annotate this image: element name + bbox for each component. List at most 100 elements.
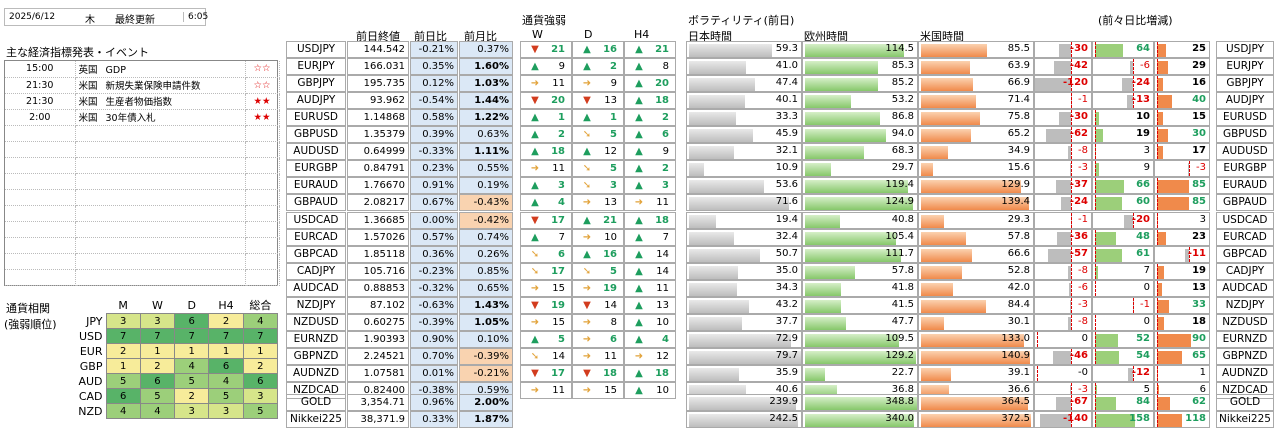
vol-diff-bar: [1157, 316, 1164, 330]
pair-name-right: NZDUSD: [1216, 313, 1274, 331]
vol-us-bar: [921, 214, 944, 228]
vol-eu-value: 109.5: [885, 332, 914, 344]
vol-diff-value: -0: [1078, 366, 1088, 378]
vol-jp-bar: [689, 214, 717, 228]
strength-arrow-icon: ▼: [583, 299, 591, 311]
strength-arrow-icon: ▲: [635, 316, 643, 328]
vol-diff-value: -46: [1069, 349, 1088, 361]
vol-eu-bar: [805, 333, 900, 347]
vol-eu-bar: [805, 112, 880, 126]
pair-name: USDJPY: [286, 41, 346, 58]
vol-diff-zero-line: [1157, 178, 1158, 194]
vol-diff-value: 33: [1192, 298, 1206, 310]
vol-diff-zero-line: [1037, 365, 1038, 381]
vol-us-bar: [921, 282, 954, 296]
corr-rank: 3: [242, 388, 279, 404]
strength-rank: 13: [604, 95, 617, 107]
strength-rank: 13: [656, 299, 669, 311]
vol-diff-cell: -12: [1092, 364, 1154, 382]
vol-us: 66.9: [918, 75, 1034, 93]
strength-rank: 9: [610, 78, 617, 90]
vol-diff-zero-line: [1071, 127, 1072, 143]
pair-name-right: EURGBP: [1216, 160, 1274, 178]
vol-eu-bar: [805, 265, 855, 279]
event-time: [5, 173, 76, 190]
vol-diff-cell: -140: [1034, 411, 1092, 428]
vol-us-value: 75.8: [1007, 111, 1030, 123]
vol-eu: 41.8: [802, 279, 918, 297]
strength-cell: ➘ 5: [572, 262, 624, 280]
vol-eu-value: 85.3: [891, 60, 914, 72]
vol-diff-value: -3: [1196, 162, 1206, 174]
month-change: 2.00%: [459, 394, 513, 411]
vol-diff-bar: [1157, 44, 1167, 57]
vol-eu-value: 53.2: [891, 94, 914, 106]
vol-eu-bar: [805, 129, 886, 143]
vol-diff-zero-line: [1095, 42, 1096, 57]
vol-eu: 86.8: [802, 109, 918, 127]
day-change: -0.54%: [410, 92, 458, 110]
month-change: -0.42%: [459, 211, 513, 229]
vol-eu: 114.5: [802, 41, 918, 58]
strength-rank: 11: [656, 282, 669, 294]
event-row: [5, 205, 280, 222]
strength-cell: ➜ 11: [572, 347, 624, 365]
vol-diff-zero-line: [1157, 76, 1158, 92]
vol-us-bar: [921, 299, 987, 313]
vol-diff-cell: 29: [1154, 58, 1210, 76]
strength-cell: ▲ 1: [520, 109, 572, 127]
vol-eu: 22.7: [802, 364, 918, 382]
vol-jp-value: 35.0: [775, 264, 798, 276]
vol-jp-bar: [689, 248, 760, 262]
strength-rank: 4: [558, 197, 565, 209]
strength-rank: 1: [610, 112, 617, 124]
corr-ccy: JPY: [86, 314, 103, 328]
event-importance: ☆☆: [245, 61, 280, 78]
vol-diff-zero-line: [1189, 246, 1190, 262]
vol-diff-zero-line: [1071, 144, 1072, 160]
strength-rank: 3: [558, 180, 565, 192]
strength-cell: ➜ 13: [572, 194, 624, 212]
vol-diff-cell: 84: [1092, 394, 1154, 411]
strength-rank: 2: [662, 163, 669, 175]
vol-jp: 47.4: [686, 75, 802, 93]
vol-us: 42.0: [918, 279, 1034, 297]
correlation-table: M W D H4 総合 JPY 3 3 6 2 4 USD 7 7 7 7 7 EUR 2 1 1 1 1 GBP 1 2 4 6 2 A…: [76, 297, 279, 419]
corr-col-header: H4: [218, 298, 234, 312]
vol-us-bar: [921, 316, 945, 330]
strength-cell: ▲ 14: [624, 262, 676, 280]
strength-arrow-icon: ➜: [530, 316, 540, 328]
vol-diff-zero-line: [1157, 127, 1158, 143]
vol-us: 29.3: [918, 211, 1034, 229]
vol-diff-bar: [1157, 385, 1160, 398]
vol-diff-bar: [1157, 333, 1191, 347]
strength-arrow-icon: ➘: [530, 248, 540, 260]
vol-diff-cell: 52: [1092, 330, 1154, 348]
pair-name: GBPAUD: [286, 194, 346, 212]
event-importance: ☆☆: [245, 77, 280, 94]
event-name: 米国 生産者物価指数: [75, 93, 246, 110]
vol-jp: 40.1: [686, 92, 802, 110]
day-change: -0.23%: [410, 262, 458, 280]
strength-cell: ▲ 1: [572, 109, 624, 127]
pair-name: NZDUSD: [286, 313, 346, 331]
vol-diff-value: 18: [1192, 315, 1206, 327]
vol-us-value: 85.5: [1007, 43, 1030, 54]
vol-diff-cell: 65: [1154, 347, 1210, 365]
vol-diff-bar: [1067, 316, 1071, 330]
vol-us-bar: [921, 146, 948, 160]
vol-us: 372.5: [918, 411, 1034, 428]
vol-diff-value: 3: [1143, 145, 1150, 157]
vol-eu-bar: [805, 163, 831, 177]
strength-arrow-icon: ▲: [635, 180, 643, 192]
vol-jp-value: 10.9: [775, 162, 798, 174]
vol-jp: 10.9: [686, 160, 802, 178]
day-change: -0.32%: [410, 279, 458, 297]
strength-arrow-icon: ➘: [582, 265, 592, 277]
pair-name-right: GBPCAD: [1216, 245, 1274, 263]
corr-rank: 7: [242, 328, 279, 344]
vol-diff-value: 90: [1192, 332, 1206, 344]
strength-rank: 18: [655, 214, 669, 226]
vol-diff-cell: -3: [1034, 296, 1092, 314]
strength-arrow-icon: ➜: [634, 197, 644, 209]
